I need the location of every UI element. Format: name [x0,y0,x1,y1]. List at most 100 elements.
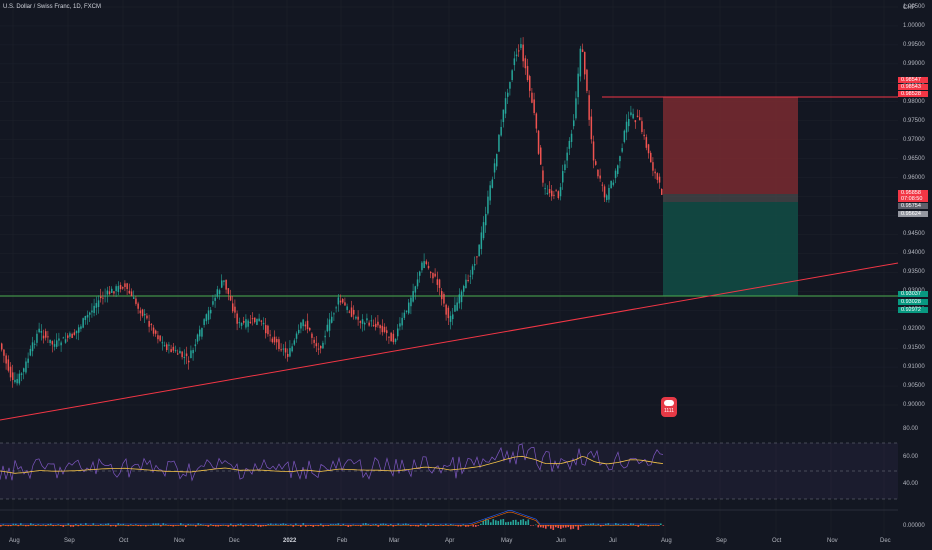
candle-body [377,321,379,326]
candle-body [366,318,368,321]
candle-body [399,323,401,327]
candle-body [60,342,62,346]
candle-body [89,312,91,315]
macd-bar [595,524,597,526]
candle-body [196,334,199,342]
candle-body [25,361,27,373]
candle-body [71,333,73,339]
candle-body [168,344,170,346]
price-axis-label: 0.93500 [903,269,925,276]
macd-bar [552,525,555,530]
macd-bar [122,523,125,525]
macd-bar [105,523,107,525]
macd-bar [187,523,190,525]
price-axis-label: 1.00000 [903,22,925,29]
candle-body [298,329,300,334]
macd-bar [577,525,580,530]
candle-body [40,330,43,333]
candle-body [106,290,109,295]
candle-body [29,348,32,356]
tp1-tag: 0.93037 [898,291,928,297]
candle-body [161,342,164,344]
macd-bar [72,525,75,527]
candle-body [135,298,137,304]
candle-body [386,330,388,334]
macd-bar [622,523,625,525]
candle-body [504,98,507,114]
candle-body [287,353,289,357]
macd-bar [480,523,482,525]
candle-body [273,336,276,343]
candle-body [432,272,434,279]
candle-body [185,353,188,357]
take-profit-zone[interactable] [663,202,798,296]
candle-body [524,58,527,69]
candle-body [276,338,278,343]
macd-bar [245,524,247,526]
macd-bar [482,520,485,525]
candle-body [476,256,478,258]
candle-body [119,285,122,290]
candle-body [293,340,296,345]
candle-body [434,273,436,277]
stop-loss-zone[interactable] [663,97,798,194]
macd-bar [380,523,382,525]
candle-body [190,350,192,358]
time-axis-label: Aug [9,538,20,544]
macd-bar [532,525,535,526]
macd-bar [487,519,490,525]
macd-bar [342,523,345,525]
macd-bar [515,519,517,525]
macd-bar [347,525,350,527]
candle-body [199,329,201,337]
candle-body [641,121,643,132]
candle-body [289,348,291,357]
currency-label: CHF [903,5,916,11]
price-axis-label: 0.96500 [903,155,925,162]
candle-body [148,321,150,327]
candle-body [485,214,487,226]
macd-bar [367,524,370,525]
macd-bar [285,523,287,525]
macd-indicator [0,510,665,530]
candle-body [137,303,139,309]
candle-body [194,344,197,347]
candle-body [3,349,5,356]
macd-bar [255,523,257,525]
time-axis-label: May [501,538,513,544]
rising-trendline[interactable] [0,262,899,421]
macd-bar [312,525,315,527]
candle-body [31,342,34,352]
macd-bar [37,524,40,525]
candle-body [166,344,168,351]
macd-bar [507,521,510,525]
candle-body [80,326,82,329]
macd-bar [572,525,575,529]
candle-body [566,152,568,161]
candle-body [533,99,535,113]
candle-body [430,271,432,274]
candle-body [612,182,615,185]
candle-body [144,313,146,316]
candle-body [392,333,395,343]
macd-bar [545,525,547,529]
candle-body [227,288,230,294]
candle-body [405,310,408,312]
candle-body [95,303,98,308]
candle-body [111,288,113,293]
candle-body [454,305,456,312]
macd-bar [222,524,225,526]
price-axis-label: 0.90500 [903,383,925,390]
alert-badge[interactable]: 1111 [661,397,677,417]
candle-body [636,115,639,117]
candle-body [628,119,630,127]
candle-body [1,343,3,350]
price-axis-label: 0.91500 [903,345,925,352]
time-axis-label: Sep [64,538,75,544]
symbol-title[interactable]: U.S. Dollar / Swiss Franc, 1D, FXCM [3,4,102,10]
macd-signal-line [0,511,660,526]
entry-zone[interactable] [663,194,798,202]
macd-bar [445,523,447,525]
price-axis-label: 0.97500 [903,117,925,124]
